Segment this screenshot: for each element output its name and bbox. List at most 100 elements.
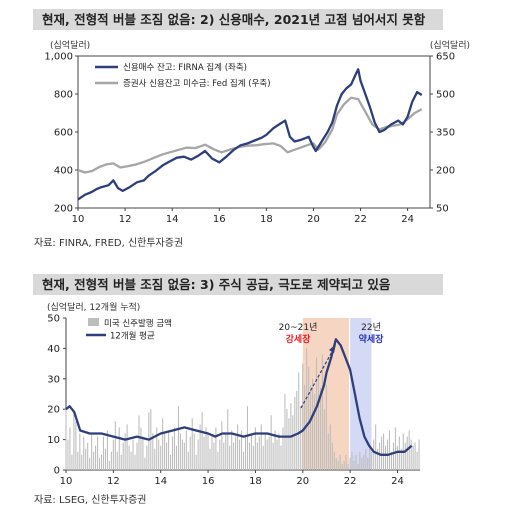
issuance-bar xyxy=(77,451,79,470)
issuance-bar xyxy=(112,439,114,470)
issuance-bar xyxy=(276,439,278,470)
issuance-bar xyxy=(260,424,262,470)
chart1-line-chart: (십억달러) (십억달러) 200 400 600 800 1,000 50 200 350 5… xyxy=(44,39,470,225)
issuance-bar xyxy=(217,451,219,470)
issuance-bar xyxy=(93,451,95,470)
issuance-bar xyxy=(302,363,304,470)
issuance-bar xyxy=(235,436,237,470)
annot-trend-arrowhead xyxy=(329,344,336,353)
issuance-bar xyxy=(278,433,280,470)
issuance-bar xyxy=(388,430,391,470)
y-tick-label: 20 xyxy=(47,405,60,416)
issuance-bar xyxy=(396,445,398,470)
issuance-bar xyxy=(262,445,264,470)
issuance-bar xyxy=(300,406,302,470)
issuance-bar xyxy=(83,436,85,470)
issuance-bar xyxy=(363,454,365,470)
issuance-bar xyxy=(201,412,203,470)
legend-label-line: 12개월 평균 xyxy=(110,331,155,342)
issuance-bar xyxy=(79,433,81,470)
issuance-bar xyxy=(160,445,162,470)
chart1-legend: 신용매수 잔고: FIRNA 집계 (좌축) 증권사 신용잔고 미수금: Fed … xyxy=(95,62,271,89)
issuance-bar xyxy=(71,454,73,470)
issuance-bar xyxy=(120,454,122,470)
issuance-bar xyxy=(367,457,369,470)
issuance-bar xyxy=(250,433,252,470)
chart2-unit: (십억달러, 12개월 누적) xyxy=(47,301,140,313)
issuance-bar xyxy=(185,430,187,470)
issuance-bar xyxy=(339,454,341,470)
y-right-tick-label: 650 xyxy=(436,52,455,63)
issuance-bar xyxy=(183,442,185,470)
legend-label-fed: 증권사 신용잔고 미수금: Fed 집계 (우축) xyxy=(123,78,271,89)
issuance-bar xyxy=(266,439,268,470)
issuance-bar xyxy=(98,457,101,470)
chart1-source: 자료: FINRA, FRED, 신한투자증권 xyxy=(34,238,184,249)
chart1-left-unit: (십억달러) xyxy=(50,39,90,51)
issuance-bar xyxy=(319,387,321,470)
issuance-bar xyxy=(191,418,193,470)
issuance-bar xyxy=(242,451,245,470)
x-tick-label: 10 xyxy=(72,214,85,225)
issuance-bar xyxy=(398,436,400,470)
issuance-bar xyxy=(177,406,179,470)
y-left-tick-label: 800 xyxy=(54,90,73,101)
issuance-bar xyxy=(371,451,373,470)
issuance-bar xyxy=(144,457,146,470)
issuance-bar xyxy=(146,445,148,470)
issuance-bar xyxy=(154,448,156,470)
issuance-bar xyxy=(168,430,170,470)
issuance-bar xyxy=(288,418,290,470)
issuance-bar xyxy=(355,454,357,470)
issuance-bar xyxy=(209,448,211,470)
issuance-bar xyxy=(126,424,128,470)
issuance-bar xyxy=(171,436,174,470)
issuance-bar xyxy=(108,460,110,470)
issuance-bar xyxy=(118,427,120,470)
issuance-bar xyxy=(327,433,329,470)
issuance-bar xyxy=(272,442,274,470)
issuance-bar xyxy=(325,384,327,470)
issuance-bar xyxy=(381,436,383,470)
issuance-bar xyxy=(170,454,172,470)
issuance-bar xyxy=(166,442,168,470)
issuance-bar xyxy=(87,442,89,470)
y-right-tick-label: 200 xyxy=(436,166,455,177)
x-tick-label: 22 xyxy=(354,214,367,225)
issuance-bar xyxy=(213,442,215,470)
issuance-bar xyxy=(274,430,276,470)
issuance-bar xyxy=(193,433,195,470)
issuance-bar xyxy=(286,409,288,470)
y-tick-label: 30 xyxy=(47,374,60,385)
chart1-right-unit: (십억달러) xyxy=(430,39,470,51)
issuance-bar xyxy=(233,442,235,470)
shade-bear-period xyxy=(350,318,372,470)
issuance-bar xyxy=(349,457,351,470)
x-tick-label: 16 xyxy=(202,476,215,487)
issuance-bar xyxy=(416,451,418,470)
y-left-tick-label: 1,000 xyxy=(44,52,73,63)
x-tick-label: 12 xyxy=(107,476,120,487)
issuance-bar xyxy=(199,424,201,470)
issuance-bar xyxy=(392,442,394,470)
issuance-bar xyxy=(284,394,286,470)
issuance-bar xyxy=(136,442,138,470)
chart1-series-lines xyxy=(77,68,423,201)
issuance-bar xyxy=(207,433,209,470)
issuance-bar xyxy=(414,442,416,470)
issuance-bar xyxy=(221,421,223,470)
issuance-bar xyxy=(128,445,130,470)
issuance-bar xyxy=(400,448,402,470)
issuance-bar xyxy=(345,454,347,470)
issuance-bar xyxy=(410,439,412,470)
issuance-bar xyxy=(394,427,396,470)
issuance-bar xyxy=(254,427,256,470)
issuance-bar xyxy=(341,463,343,470)
issuance-bar xyxy=(100,454,103,470)
chart2-annotations: 20~21년 강세장 22년 약세장 xyxy=(279,322,384,409)
issuance-bar xyxy=(181,439,183,470)
issuance-bar xyxy=(106,430,108,470)
issuance-bar xyxy=(418,439,420,470)
y-left-tick-label: 400 xyxy=(54,166,73,177)
issuance-bar xyxy=(97,436,99,470)
